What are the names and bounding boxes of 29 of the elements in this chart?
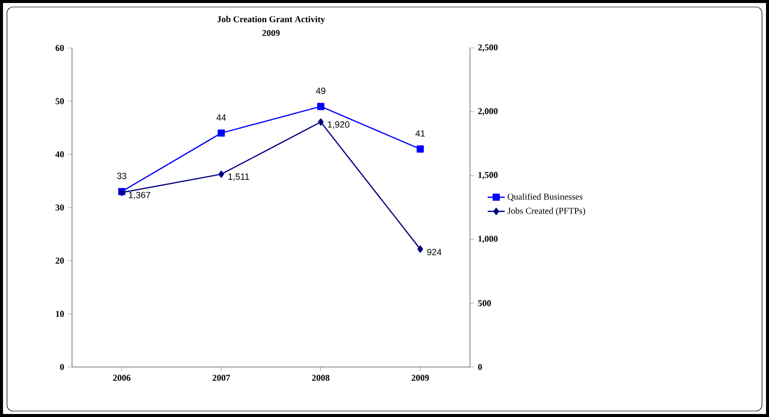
y-tick-label: 40 bbox=[55, 151, 64, 158]
x-tick-label: 2008 bbox=[312, 374, 330, 381]
chart-title: Job Creation Grant Activity bbox=[217, 16, 325, 24]
legend-label: Jobs Created (PFTPs) bbox=[508, 208, 586, 216]
y2-tick-label: 1,000 bbox=[478, 236, 498, 244]
x-tick-label: 2009 bbox=[412, 374, 429, 381]
y-tick-label: 50 bbox=[56, 98, 64, 104]
data-label: 924 bbox=[427, 248, 442, 256]
y2-tick-label: 500 bbox=[478, 300, 491, 306]
y-tick-label: 10 bbox=[56, 310, 64, 317]
data-label: 49 bbox=[316, 88, 326, 94]
data-label: 1,920 bbox=[328, 121, 350, 129]
data-label: 33 bbox=[117, 172, 126, 180]
y2-tick-label: 0 bbox=[478, 364, 482, 370]
data-label: 41 bbox=[415, 130, 425, 137]
data-label: 1,511 bbox=[228, 174, 250, 181]
y2-tick-label: 2,000 bbox=[478, 108, 498, 116]
y2-tick-label: 1,500 bbox=[478, 172, 498, 180]
data-label: 1,367 bbox=[128, 192, 150, 200]
legend-label: Qualified Businesses bbox=[508, 193, 582, 202]
y2-tick-label: 2,500 bbox=[478, 44, 498, 52]
chart-subtitle: 2009 bbox=[262, 30, 280, 36]
y-tick-label: 0 bbox=[60, 364, 64, 370]
y-tick-label: 20 bbox=[56, 258, 64, 264]
y-tick-label: 60 bbox=[56, 44, 64, 52]
x-tick-label: 2006 bbox=[113, 374, 130, 381]
data-label: 44 bbox=[216, 114, 226, 121]
x-tick-label: 2007 bbox=[212, 374, 230, 381]
y-tick-label: 30 bbox=[56, 204, 64, 211]
